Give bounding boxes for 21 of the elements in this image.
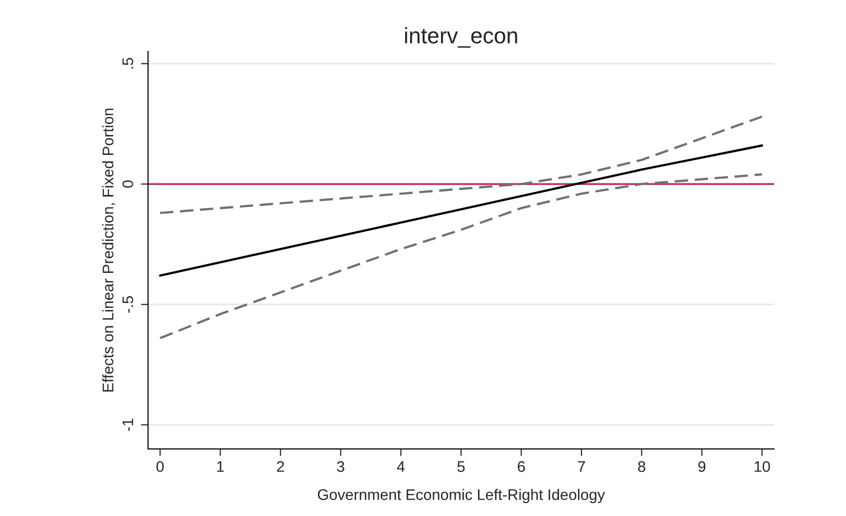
x-tick-label: 6 xyxy=(518,461,525,472)
x-tick-label: 3 xyxy=(337,461,344,472)
y-tick-label: 0 xyxy=(122,180,134,188)
x-tick-label: 1 xyxy=(217,461,224,472)
x-tick-label: 10 xyxy=(754,461,770,472)
line-series xyxy=(158,144,764,277)
x-tick-label: 2 xyxy=(277,461,284,472)
x-tick-label: 5 xyxy=(457,461,465,472)
line-series xyxy=(158,173,764,340)
x-tick-label: 0 xyxy=(156,461,164,472)
y-tick-label: -.5 xyxy=(122,296,134,313)
x-axis-title: Government Economic Left-Right Ideology xyxy=(318,488,605,504)
y-tick-label: .5 xyxy=(122,58,134,69)
chart-title: interv_econ xyxy=(405,27,518,48)
line-series xyxy=(158,116,764,214)
x-tick-label: 8 xyxy=(638,461,646,472)
y-axis-title: Effects on Linear Prediction, Fixed Portion xyxy=(102,108,116,392)
x-tick-label: 9 xyxy=(698,461,706,472)
x-tick-label: 7 xyxy=(578,461,585,472)
x-tick-label: 4 xyxy=(396,461,405,472)
y-tick-label: -1 xyxy=(122,418,134,431)
